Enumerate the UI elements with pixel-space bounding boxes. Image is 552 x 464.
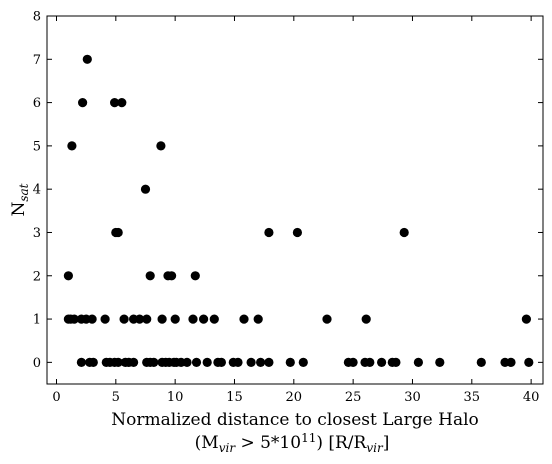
x-axis-label-line1: Normalized distance to closest Large Hal… [111,410,479,430]
data-point [145,271,155,281]
data-point [69,314,79,324]
y-tick-label: 3 [33,226,41,241]
x-tick-label: 5 [112,390,120,405]
data-point [292,227,302,238]
data-point [298,357,308,367]
data-point [167,271,177,281]
y-tick-label: 4 [33,183,41,198]
data-point [365,357,375,367]
data-point [521,314,532,324]
data-point [110,98,120,108]
data-point [142,314,152,324]
y-tick-label: 0 [33,356,41,371]
x-tick-label: 15 [226,390,243,405]
data-point [78,98,88,108]
x-tick-label: 35 [464,390,481,405]
data-point [113,227,123,238]
x-axis-label-line2: (Mvir > 5*1011) [R/Rvir] [195,431,390,455]
data-point [246,357,256,367]
data-point [239,314,249,324]
data-point [233,357,243,367]
data-point [264,227,274,238]
data-point [399,227,409,238]
x-axis-ticks: 0 5 10 15 20 25 30 35 40 [52,16,539,405]
data-point [156,141,166,151]
data-point [135,314,145,324]
y-tick-label: 5 [33,139,41,154]
data-point [506,357,516,367]
y-tick-label: 1 [33,313,41,328]
data-point [117,98,127,108]
data-point [76,357,86,367]
y-tick-label: 7 [33,53,41,68]
data-point [191,357,202,367]
data-point [322,314,332,324]
data-point [348,357,358,367]
data-point [253,314,263,324]
data-point [67,141,77,151]
data-point [264,357,274,367]
data-point [170,314,180,324]
data-point [391,357,401,367]
data-point [216,357,226,367]
data-point [190,271,200,281]
y-tick-label: 8 [33,10,41,25]
data-point [157,314,167,324]
data-point [476,357,486,367]
x-tick-label: 10 [167,390,184,405]
data-point [188,314,198,324]
data-point [435,357,445,367]
data-point [524,357,534,367]
x-tick-label: 0 [52,390,60,405]
data-point [100,314,110,324]
x-tick-label: 20 [286,390,303,405]
data-point [88,357,98,367]
y-axis-label: Nsat [9,183,31,216]
plot-frame [46,15,544,385]
data-point [202,357,212,367]
data-point [209,314,219,324]
data-point [413,357,423,367]
data-point [140,184,151,194]
data-point [87,314,97,324]
data-point [119,314,129,324]
x-tick-label: 30 [404,390,421,405]
data-point [149,357,159,367]
data-point [182,357,192,367]
x-tick-label: 40 [523,390,540,405]
y-axis-ticks: 0 1 2 3 4 5 6 7 8 [33,10,543,371]
data-point [82,54,92,64]
data-points [63,54,534,367]
data-point [199,314,209,324]
y-tick-label: 2 [33,269,41,284]
y-tick-label: 6 [33,96,41,111]
data-point [113,357,123,367]
data-point [377,357,387,367]
data-point [361,314,371,324]
data-point [285,357,295,367]
x-tick-label: 25 [345,390,362,405]
data-point [256,357,266,367]
data-point [63,271,73,281]
data-point [129,357,139,367]
